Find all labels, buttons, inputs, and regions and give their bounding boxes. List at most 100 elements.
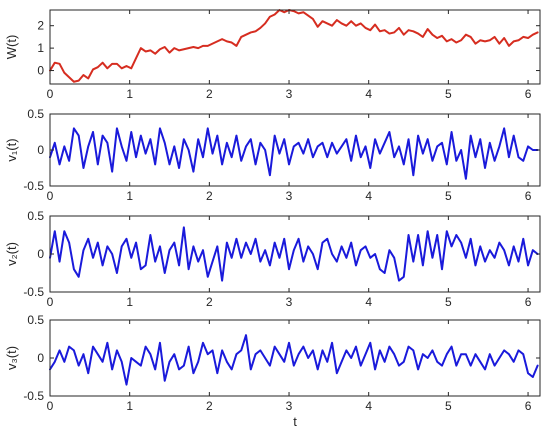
data-point: [192, 372, 195, 374]
data-point: [302, 346, 304, 348]
data-point: [302, 11, 304, 13]
data-point: [384, 361, 386, 363]
data-point: [522, 160, 524, 162]
data-point: [250, 31, 252, 34]
data-point: [164, 46, 166, 48]
data-point: [465, 353, 467, 355]
y-tick-label: -0.5: [23, 389, 44, 403]
data-point: [168, 249, 171, 251]
data-point: [341, 361, 343, 363]
y-tick-label: 0.5: [27, 313, 44, 327]
data-point: [441, 365, 443, 367]
data-point: [431, 349, 434, 351]
data-point: [474, 156, 477, 158]
data-point: [197, 138, 199, 140]
data-point: [326, 22, 328, 25]
data-point: [465, 178, 467, 180]
data-point: [522, 353, 524, 355]
data-point: [350, 160, 352, 162]
data-point: [403, 276, 405, 278]
data-point: [101, 361, 104, 363]
data-point: [54, 62, 56, 64]
data-point: [532, 376, 534, 378]
data-point: [121, 67, 123, 69]
data-point: [393, 353, 395, 355]
data-point: [140, 268, 142, 270]
data-point: [87, 238, 89, 240]
data-point: [283, 238, 285, 240]
data-point: [207, 276, 209, 278]
data-point: [403, 34, 405, 36]
data-point: [207, 45, 209, 47]
data-point: [527, 37, 529, 39]
data-point: [331, 25, 333, 27]
y-axis-label: W(t): [4, 35, 19, 60]
x-tick-label: 4: [365, 189, 372, 203]
data-point: [293, 145, 295, 147]
data-point: [489, 353, 491, 355]
data-point: [321, 349, 324, 351]
data-point: [73, 127, 75, 129]
data-point: [274, 135, 276, 137]
data-point: [106, 142, 108, 144]
data-point: [211, 43, 214, 45]
data-point: [278, 257, 281, 259]
data-point: [159, 127, 161, 129]
data-point: [398, 365, 400, 367]
data-point: [188, 47, 190, 49]
data-point: [130, 257, 132, 259]
data-point: [412, 261, 414, 263]
data-point: [537, 365, 539, 367]
data-point: [274, 13, 276, 16]
data-point: [121, 245, 123, 247]
x-tick-label: 0: [47, 295, 54, 309]
data-point: [116, 349, 118, 351]
data-point: [226, 361, 228, 363]
data-point: [259, 261, 261, 263]
data-point: [125, 160, 128, 162]
data-point: [446, 163, 448, 165]
data-point: [317, 26, 319, 28]
y-axis-label: v₂(t): [4, 242, 19, 266]
data-point: [130, 67, 132, 69]
data-point: [58, 261, 61, 263]
data-point: [465, 34, 467, 36]
data-point: [202, 156, 204, 158]
y-tick-label: -0.5: [23, 179, 44, 193]
data-point: [341, 22, 343, 25]
data-point: [450, 346, 453, 348]
data-point: [341, 245, 343, 247]
data-point: [379, 349, 381, 351]
data-point: [403, 163, 405, 165]
data-point: [403, 361, 405, 363]
data-point: [331, 142, 333, 144]
data-point: [326, 361, 328, 363]
data-point: [63, 361, 65, 363]
data-point: [398, 280, 400, 282]
data-point: [297, 353, 300, 355]
data-point: [240, 349, 242, 351]
data-point: [226, 242, 228, 244]
data-point: [498, 43, 500, 45]
data-point: [135, 57, 137, 59]
data-point: [417, 234, 419, 236]
data-point: [145, 153, 147, 155]
data-point: [317, 145, 319, 147]
data-point: [355, 264, 357, 266]
data-point: [116, 127, 118, 129]
data-point: [264, 249, 266, 251]
data-point: [345, 349, 347, 351]
data-point: [197, 47, 199, 49]
data-point: [489, 39, 491, 41]
subplot-4: 0 1 2 3 4 5 6-0.500.5v₃(t)t: [4, 313, 541, 429]
data-point: [192, 245, 195, 247]
data-point: [321, 142, 324, 144]
data-point: [207, 127, 209, 129]
data-point: [97, 242, 99, 244]
data-point: [106, 245, 108, 247]
data-point: [226, 142, 228, 144]
data-point: [154, 53, 156, 55]
data-point: [235, 238, 238, 240]
data-point: [422, 353, 424, 355]
data-point: [484, 368, 486, 370]
